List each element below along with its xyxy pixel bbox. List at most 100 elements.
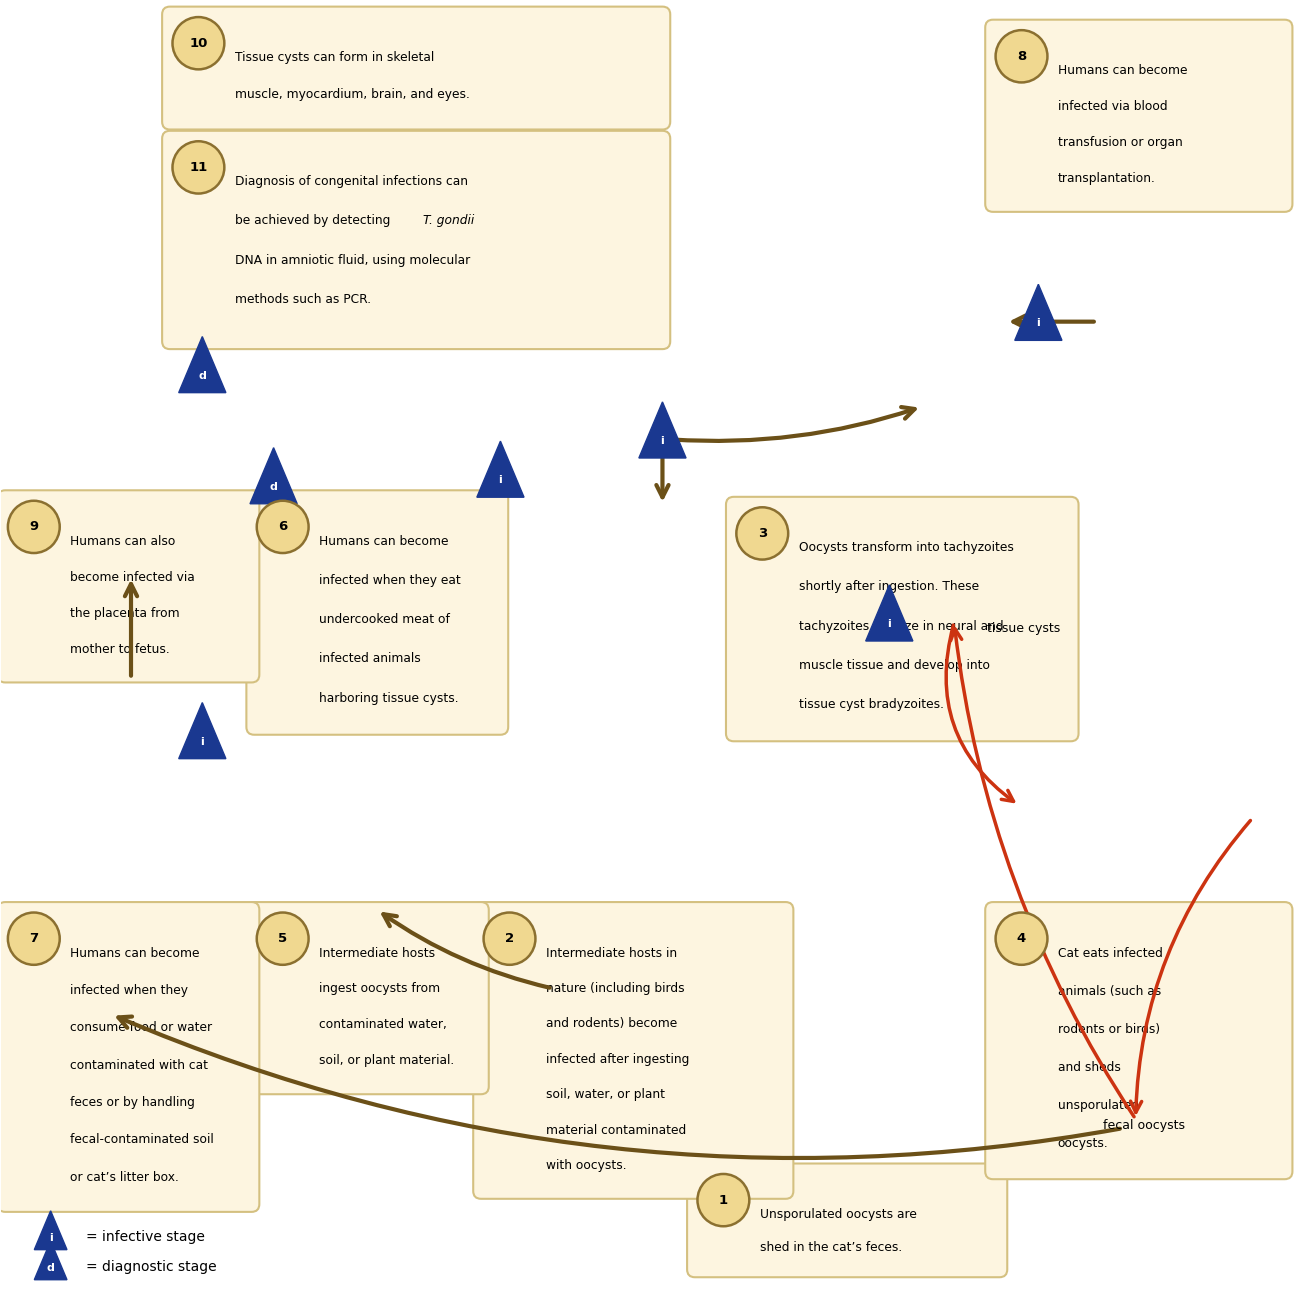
Circle shape	[257, 913, 309, 964]
FancyBboxPatch shape	[985, 20, 1293, 212]
Text: Humans can become: Humans can become	[320, 534, 448, 548]
Text: tachyzoites localize in neural and: tachyzoites localize in neural and	[799, 620, 1003, 633]
Text: Humans can also: Humans can also	[70, 534, 175, 548]
Text: 3: 3	[757, 527, 766, 540]
Text: infected animals: infected animals	[320, 652, 421, 665]
Text: Diagnosis of congenital infections can: Diagnosis of congenital infections can	[235, 176, 468, 189]
Text: DNA in amniotic fluid, using molecular: DNA in amniotic fluid, using molecular	[235, 254, 470, 267]
Text: 1: 1	[718, 1193, 727, 1207]
Text: infected after ingesting: infected after ingesting	[546, 1053, 690, 1066]
Text: harboring tissue cysts.: harboring tissue cysts.	[320, 692, 459, 705]
Circle shape	[8, 500, 60, 553]
FancyBboxPatch shape	[726, 496, 1078, 741]
Text: 4: 4	[1017, 933, 1026, 946]
Polygon shape	[179, 337, 226, 393]
FancyBboxPatch shape	[687, 1163, 1007, 1277]
Text: be achieved by detecting: be achieved by detecting	[235, 215, 394, 228]
Polygon shape	[477, 441, 523, 498]
FancyBboxPatch shape	[247, 490, 508, 735]
Text: shortly after ingestion. These: shortly after ingestion. These	[799, 580, 978, 593]
Circle shape	[698, 1174, 750, 1226]
Circle shape	[737, 507, 788, 559]
Text: d: d	[199, 371, 207, 381]
Text: d: d	[47, 1263, 55, 1273]
FancyBboxPatch shape	[985, 903, 1293, 1179]
Text: i: i	[887, 620, 891, 629]
Text: infected when they: infected when they	[70, 984, 188, 997]
Text: fecal-contaminated soil: fecal-contaminated soil	[70, 1133, 214, 1146]
Text: rodents or birds): rodents or birds)	[1057, 1023, 1160, 1036]
Text: = infective stage: = infective stage	[86, 1230, 204, 1243]
Circle shape	[257, 500, 309, 553]
Text: muscle tissue and develop into: muscle tissue and develop into	[799, 659, 990, 672]
Text: i: i	[661, 436, 664, 445]
Text: become infected via: become infected via	[70, 571, 195, 584]
Text: Oocysts transform into tachyzoites: Oocysts transform into tachyzoites	[799, 541, 1013, 554]
Text: material contaminated: material contaminated	[546, 1124, 686, 1137]
Text: Intermediate hosts: Intermediate hosts	[320, 947, 435, 959]
FancyBboxPatch shape	[247, 903, 488, 1094]
Polygon shape	[34, 1241, 68, 1280]
Text: Unsporulated oocysts are: Unsporulated oocysts are	[760, 1208, 917, 1221]
Text: animals (such as: animals (such as	[1057, 985, 1161, 998]
Text: 9: 9	[30, 520, 39, 533]
Text: methods such as PCR.: methods such as PCR.	[235, 293, 370, 307]
Text: fecal oocysts: fecal oocysts	[1103, 1119, 1185, 1132]
Text: tissue cyst bradyzoites.: tissue cyst bradyzoites.	[799, 698, 943, 711]
Text: i: i	[499, 476, 503, 485]
Text: 6: 6	[278, 520, 287, 533]
Polygon shape	[249, 448, 297, 504]
Text: soil, water, or plant: soil, water, or plant	[546, 1089, 665, 1102]
Polygon shape	[1015, 284, 1063, 341]
Circle shape	[173, 17, 225, 69]
Text: tissue cysts: tissue cysts	[986, 622, 1060, 635]
FancyBboxPatch shape	[0, 490, 260, 683]
Text: 2: 2	[505, 933, 514, 946]
Text: 5: 5	[278, 933, 287, 946]
Text: transplantation.: transplantation.	[1057, 172, 1156, 185]
Text: 7: 7	[30, 933, 39, 946]
Text: contaminated water,: contaminated water,	[320, 1018, 447, 1031]
Text: infected when they eat: infected when they eat	[320, 574, 461, 587]
Text: nature (including birds: nature (including birds	[546, 982, 685, 996]
Text: Intermediate hosts in: Intermediate hosts in	[546, 947, 677, 959]
Text: Cat eats infected: Cat eats infected	[1057, 947, 1163, 959]
Text: feces or by handling: feces or by handling	[70, 1096, 195, 1108]
Text: Tissue cysts can form in skeletal: Tissue cysts can form in skeletal	[235, 51, 434, 64]
Text: i: i	[1037, 318, 1040, 329]
Text: infected via blood: infected via blood	[1057, 100, 1168, 113]
Text: and sheds: and sheds	[1057, 1061, 1121, 1074]
Text: = diagnostic stage: = diagnostic stage	[86, 1260, 216, 1273]
Text: with oocysts.: with oocysts.	[546, 1159, 626, 1172]
Text: d: d	[270, 482, 278, 491]
Text: Humans can become: Humans can become	[70, 947, 200, 959]
Polygon shape	[865, 586, 913, 641]
Text: shed in the cat’s feces.: shed in the cat’s feces.	[760, 1241, 902, 1254]
FancyBboxPatch shape	[473, 903, 794, 1199]
Text: muscle, myocardium, brain, and eyes.: muscle, myocardium, brain, and eyes.	[235, 88, 469, 101]
FancyBboxPatch shape	[162, 7, 670, 130]
Circle shape	[483, 913, 535, 964]
Text: mother to fetus.: mother to fetus.	[70, 643, 170, 655]
Circle shape	[8, 913, 60, 964]
Text: the placenta from: the placenta from	[70, 607, 179, 620]
Text: 11: 11	[190, 161, 208, 174]
Text: i: i	[49, 1233, 52, 1243]
FancyBboxPatch shape	[0, 903, 260, 1212]
Polygon shape	[639, 402, 686, 458]
Text: 8: 8	[1017, 50, 1026, 63]
Text: 10: 10	[190, 37, 208, 50]
Text: transfusion or organ: transfusion or organ	[1057, 136, 1182, 149]
FancyBboxPatch shape	[162, 131, 670, 348]
Text: contaminated with cat: contaminated with cat	[70, 1058, 208, 1072]
Text: and rodents) become: and rodents) become	[546, 1018, 677, 1031]
Polygon shape	[34, 1210, 68, 1250]
Circle shape	[173, 141, 225, 194]
Text: undercooked meat of: undercooked meat of	[320, 613, 449, 626]
Text: i: i	[200, 736, 204, 747]
Text: or cat’s litter box.: or cat’s litter box.	[70, 1171, 179, 1184]
Text: soil, or plant material.: soil, or plant material.	[320, 1055, 455, 1068]
Text: consume food or water: consume food or water	[70, 1022, 212, 1034]
Text: oocysts.: oocysts.	[1057, 1137, 1108, 1150]
Circle shape	[995, 30, 1047, 83]
